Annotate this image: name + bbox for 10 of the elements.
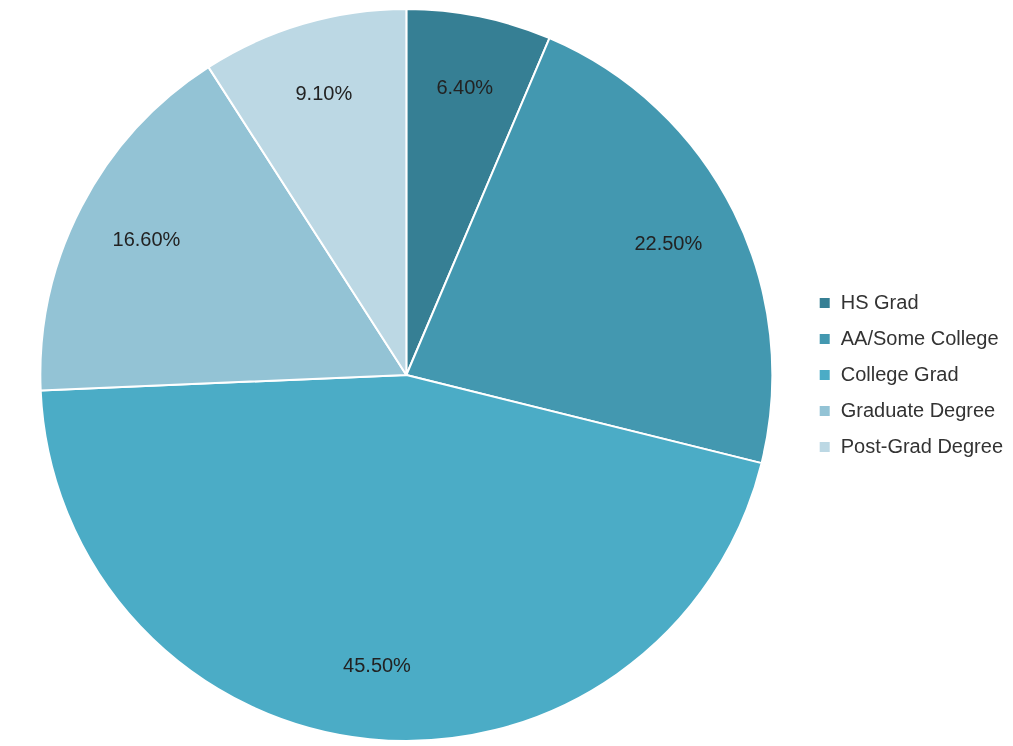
data-label: 45.50% [343,653,412,676]
data-label: 9.10% [295,81,353,104]
legend-label: Post-Grad Degree [840,434,1003,457]
legend-label: AA/Some College [840,326,999,349]
legend-label: HS Grad [840,290,919,313]
data-label: 22.50% [634,231,703,254]
legend-label: College Grad [840,362,959,385]
data-label: 16.60% [112,227,181,250]
data-label: 6.40% [436,75,494,98]
legend-label: Graduate Degree [840,398,996,421]
